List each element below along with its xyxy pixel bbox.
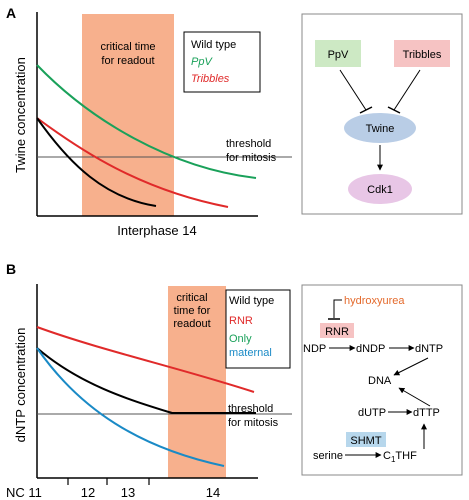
panel-a-window-label-2: for readout: [101, 55, 154, 67]
ppv-inhibition-line: [339, 69, 367, 111]
panel-b-window-label-2: time for: [174, 305, 211, 317]
rnr-box: [320, 323, 354, 338]
dndp-label: dNDP: [356, 343, 385, 355]
panel-a-curve-tribbles: [36, 117, 229, 208]
panel-a-legend-ppv: PpV: [191, 56, 213, 68]
panel-b-critical-window: [168, 286, 226, 478]
dntp-to-dna-arrow: [393, 357, 429, 376]
twine-label: Twine: [366, 123, 395, 135]
panel-b-curve-wild: [36, 347, 256, 414]
panel-b-xtick-14: 14: [206, 485, 220, 500]
rnr-label: RNR: [325, 326, 349, 338]
panel-b-legend-wild: Wild type: [229, 295, 274, 307]
panel-b-window-label-1: critical: [176, 292, 207, 304]
panel-a-curve-ppv: [36, 64, 257, 179]
panel-b-legend-maternal-2: maternal: [229, 347, 272, 359]
cdk1-label: Cdk1: [367, 184, 393, 196]
cdk1-node: [348, 174, 412, 204]
panel-a-x-label: Interphase 14: [117, 223, 197, 238]
ppv-inhibition-bar: [359, 106, 373, 114]
twine-node: [344, 113, 416, 143]
hydroxyurea-label: hydroxyurea: [344, 295, 405, 307]
panel-b-threshold-label-2: for mitosis: [228, 417, 279, 429]
dna-label: DNA: [368, 375, 392, 387]
dutp-label: dUTP: [358, 407, 386, 419]
panel-b-xtick-13: 13: [121, 485, 135, 500]
panel-a-threshold-label-1: threshold: [226, 138, 271, 150]
panel-b-window-label-3: readout: [173, 318, 210, 330]
panel-a-y-label: Twine concentration: [13, 57, 28, 173]
hydroxyurea-inhibition-line: [333, 299, 342, 318]
panel-a-legend-wild: Wild type: [191, 39, 236, 51]
shmt-label: SHMT: [350, 435, 381, 447]
panel-b-y-label: dNTP concentration: [13, 328, 28, 443]
panel-b-letter: B: [6, 261, 16, 277]
panel-b-xtick-nc11: NC 11: [6, 485, 42, 500]
tribbles-inhibition-line: [393, 69, 421, 111]
thf-label: C1THF: [383, 450, 417, 464]
tribbles-box: [394, 40, 450, 67]
shmt-box: [346, 432, 386, 447]
tribbles-label: Tribbles: [403, 49, 442, 61]
dntp-label: dNTP: [415, 343, 443, 355]
serine-label: serine: [313, 450, 343, 462]
panel-a-threshold-label-2: for mitosis: [226, 152, 277, 164]
dttp-to-dna-arrow: [398, 387, 431, 407]
panel-b-legend-rnr: RNR: [229, 315, 253, 327]
panel-b-legend-maternal-1: Only: [229, 333, 252, 345]
panel-b-xtick-12: 12: [81, 485, 95, 500]
ppv-box: [315, 40, 361, 67]
panel-b-curve-rnr: [36, 326, 255, 393]
panel-a-window-label-1: critical time: [100, 41, 155, 53]
panel-a-letter: A: [6, 5, 16, 21]
dttp-label: dTTP: [413, 407, 440, 419]
ndp-label: NDP: [303, 343, 326, 355]
panel-a-legend-box: [183, 31, 261, 93]
tribbles-inhibition-bar: [387, 106, 401, 114]
panel-a-legend-tribbles: Tribbles: [191, 73, 230, 85]
ppv-label: PpV: [328, 49, 349, 61]
panel-b-curve-maternal: [36, 347, 225, 467]
panel-b-legend-box: [225, 289, 291, 369]
panel-a-curve-wild: [36, 117, 157, 207]
